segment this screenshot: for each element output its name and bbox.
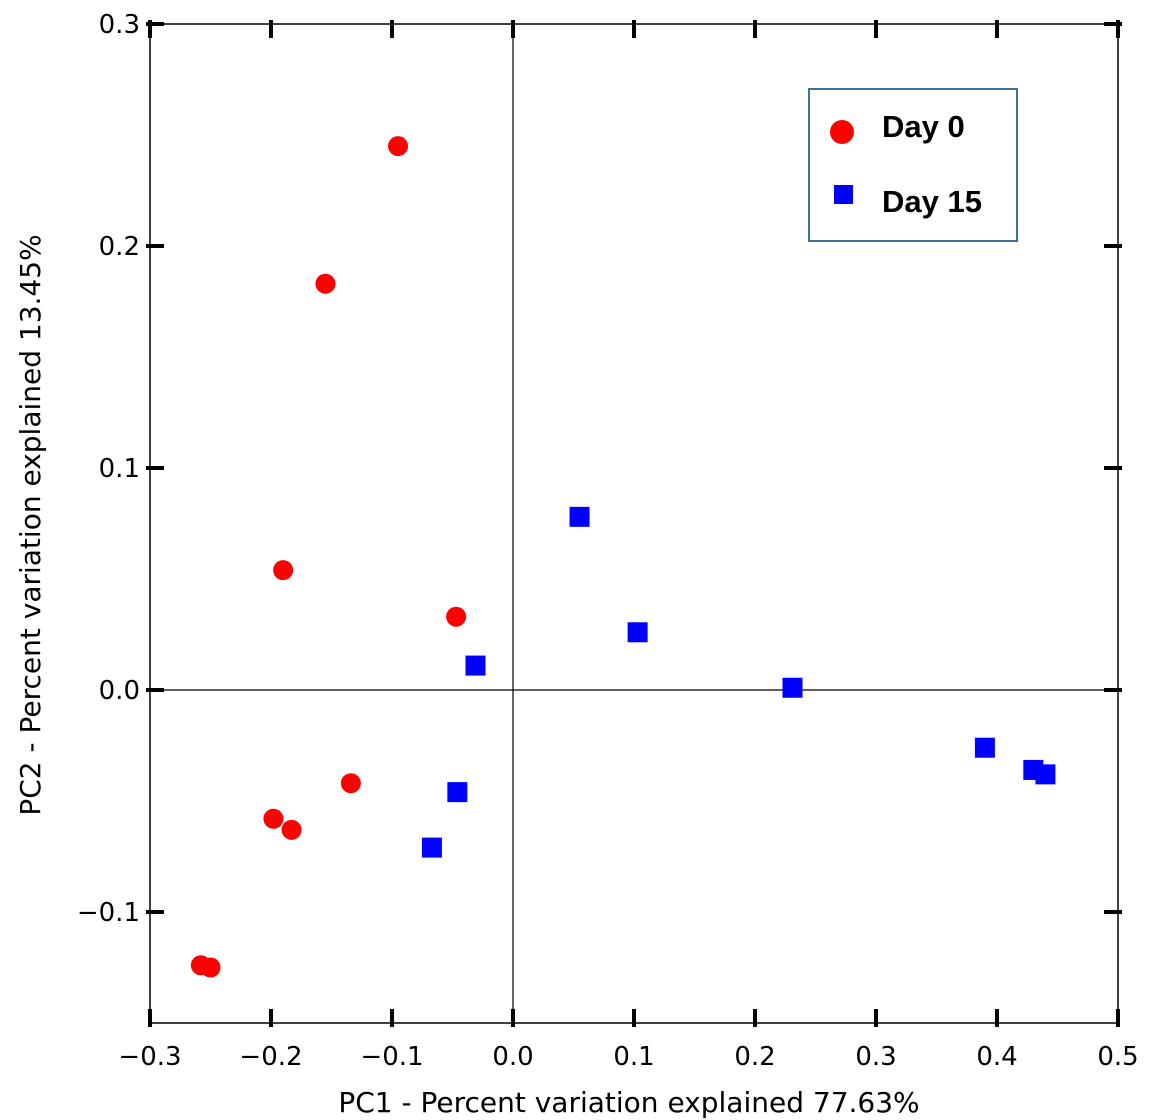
x-axis-title: PC1 - Percent variation explained 77.63% bbox=[338, 1086, 919, 1119]
y-tick-label: −0.1 bbox=[77, 898, 140, 928]
x-tick-label: 0.1 bbox=[613, 1042, 654, 1072]
data-point-day-0 bbox=[388, 136, 409, 157]
data-point-day-15 bbox=[782, 677, 803, 698]
data-point-day-0 bbox=[200, 957, 221, 978]
y-axis-title: PC2 - Percent variation explained 13.45% bbox=[14, 234, 47, 815]
y-tick-label: 0.2 bbox=[99, 232, 140, 262]
data-point-day-15 bbox=[1035, 764, 1056, 785]
data-point-day-15 bbox=[627, 622, 648, 643]
data-point-day-0 bbox=[315, 273, 336, 294]
data-point-day-0 bbox=[281, 819, 302, 840]
y-tick-label: 0.0 bbox=[99, 676, 140, 706]
legend-label-day-0: Day 0 bbox=[882, 109, 965, 144]
axis-ticks bbox=[146, 20, 1122, 1027]
data-point-day-0 bbox=[263, 808, 284, 829]
x-tick-label: 0.2 bbox=[734, 1042, 775, 1072]
x-tick-label: −0.2 bbox=[239, 1042, 302, 1072]
tick-labels: −0.3 −0.2 −0.1 0.0 0.1 0.2 0.3 0.4 0.5 −0.1 0.0 0.1… bbox=[77, 10, 1139, 1072]
legend-box bbox=[808, 88, 1018, 242]
x-tick-label: 0.0 bbox=[492, 1042, 533, 1072]
data-point-day-15 bbox=[974, 737, 995, 758]
data-point-day-15 bbox=[447, 782, 468, 803]
x-tick-label: −0.3 bbox=[118, 1042, 181, 1072]
x-tick-label: −0.1 bbox=[360, 1042, 423, 1072]
y-tick-label: 0.3 bbox=[99, 10, 140, 40]
legend: Day 0 Day 15 bbox=[808, 88, 1018, 242]
x-tick-label: 0.4 bbox=[976, 1042, 1017, 1072]
data-point-day-15 bbox=[569, 506, 590, 527]
zero-lines bbox=[150, 24, 1118, 1023]
data-point-day-0 bbox=[446, 606, 467, 627]
data-points bbox=[190, 136, 1056, 978]
legend-marker-day-15 bbox=[834, 185, 853, 204]
data-point-day-15 bbox=[465, 655, 486, 676]
data-point-day-15 bbox=[421, 837, 442, 858]
x-tick-label: 0.3 bbox=[855, 1042, 896, 1072]
legend-marker-day-0 bbox=[830, 120, 854, 144]
data-point-day-0 bbox=[273, 560, 294, 581]
legend-label-day-15: Day 15 bbox=[882, 184, 982, 219]
x-tick-label: 0.5 bbox=[1097, 1042, 1138, 1072]
data-point-day-0 bbox=[340, 773, 361, 794]
y-tick-label: 0.1 bbox=[99, 454, 140, 484]
